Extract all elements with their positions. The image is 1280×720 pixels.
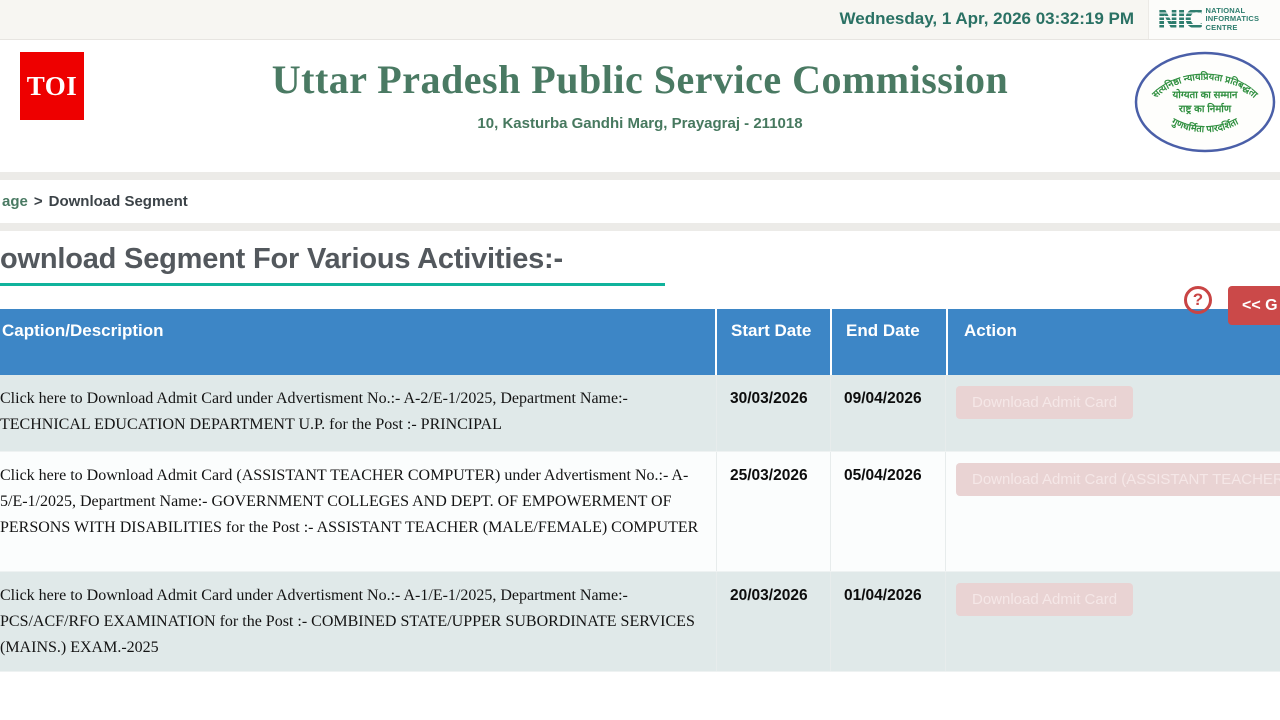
column-header-start-date: Start Date xyxy=(717,309,832,375)
download-admit-card-button[interactable]: Download Admit Card xyxy=(956,583,1134,616)
top-bar: Wednesday, 1 Apr, 2026 03:32:19 PM NIC N… xyxy=(0,0,1280,40)
nic-logo-icon: NIC xyxy=(1157,4,1203,35)
page-title: Uttar Pradesh Public Service Commission xyxy=(271,57,1009,102)
start-date: 20/03/2026 xyxy=(716,572,831,671)
breadcrumb-current: Download Segment xyxy=(48,193,188,210)
section-title: ownload Segment For Various Activities:- xyxy=(0,243,563,275)
emblem-motto-mid1: योग्यता का सम्मान xyxy=(1172,88,1238,101)
column-header-caption: Caption/Description xyxy=(0,309,717,375)
datetime-text: Wednesday, 1 Apr, 2026 03:32:19 PM xyxy=(839,9,1135,28)
uppsc-emblem-icon: सत्यनिष्ठा न्यायप्रियता प्रतिबद्धता योग्… xyxy=(1134,51,1276,153)
breadcrumb-separator: > xyxy=(33,193,43,210)
end-date: 05/04/2026 xyxy=(830,452,946,571)
site-header: TOI Uttar Pradesh Public Service Commiss… xyxy=(0,40,1280,172)
go-back-button[interactable]: << G xyxy=(1228,286,1280,325)
column-header-end-date: End Date xyxy=(832,309,948,375)
breadcrumb-home-link[interactable]: age xyxy=(2,193,28,210)
section-header: ownload Segment For Various Activities:-… xyxy=(0,231,1280,325)
help-icon[interactable]: ? xyxy=(1184,286,1212,314)
emblem-motto-mid2: राष्ट्र का निर्माण xyxy=(1178,102,1232,115)
download-admit-card-button[interactable]: Download Admit Card (ASSISTANT TEACHER C xyxy=(956,463,1280,496)
end-date: 01/04/2026 xyxy=(830,572,946,671)
download-segment-table: Caption/Description Start Date End Date … xyxy=(0,309,1280,672)
table-row: Click here to Download Admit Card (ASSIS… xyxy=(0,452,1280,572)
caption-link[interactable]: Click here to Download Admit Card under … xyxy=(0,390,628,433)
start-date: 30/03/2026 xyxy=(716,375,831,451)
start-date: 25/03/2026 xyxy=(716,452,831,571)
caption-link[interactable]: Click here to Download Admit Card under … xyxy=(0,587,695,656)
toi-watermark-logo: TOI xyxy=(20,52,84,120)
caption-link[interactable]: Click here to Download Admit Card (ASSIS… xyxy=(0,467,699,536)
column-header-action: Action xyxy=(964,321,1017,340)
table-row: Click here to Download Admit Card under … xyxy=(0,375,1280,452)
divider-strip xyxy=(0,172,1280,180)
nic-logo-text: NATIONAL INFORMATICS CENTRE xyxy=(1205,5,1260,32)
table-header-row: Caption/Description Start Date End Date … xyxy=(0,309,1280,375)
table-row: Click here to Download Admit Card under … xyxy=(0,572,1280,672)
end-date: 09/04/2026 xyxy=(830,375,946,451)
section-title-underline xyxy=(0,283,665,286)
breadcrumb: age > Download Segment xyxy=(0,180,1280,223)
nic-logo: NIC NATIONAL INFORMATICS CENTRE xyxy=(1148,0,1280,39)
download-admit-card-button[interactable]: Download Admit Card xyxy=(956,386,1134,419)
commission-address: 10, Kasturba Gandhi Marg, Prayagraj - 21… xyxy=(477,115,803,132)
divider-strip xyxy=(0,223,1280,231)
